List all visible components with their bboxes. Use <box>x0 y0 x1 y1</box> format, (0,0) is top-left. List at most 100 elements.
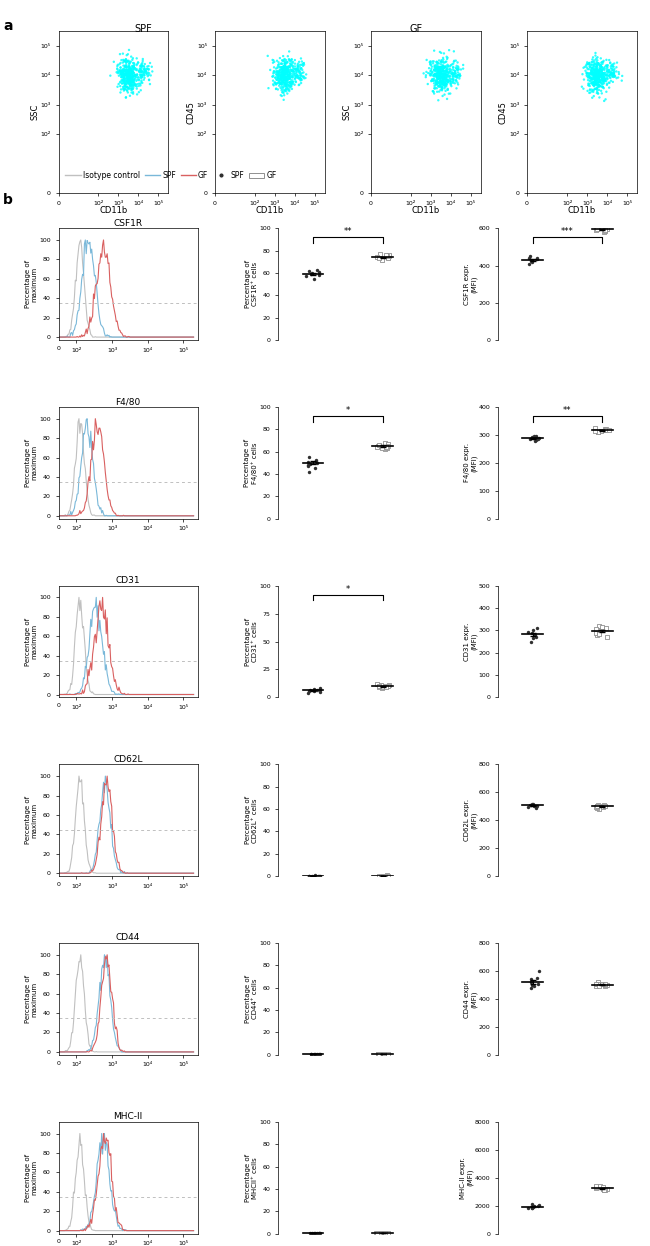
Point <box>122 70 133 90</box>
Point <box>437 56 448 76</box>
Point <box>117 74 127 93</box>
Point <box>436 67 446 87</box>
Point <box>601 66 611 86</box>
Point <box>125 65 135 85</box>
Point <box>118 65 129 85</box>
Point <box>437 57 448 77</box>
Point <box>124 74 135 93</box>
Point <box>432 67 443 87</box>
Point <box>437 51 448 71</box>
Point <box>441 61 452 81</box>
Point <box>277 62 287 82</box>
Point <box>112 64 123 83</box>
Point <box>279 67 289 87</box>
Point <box>597 70 608 90</box>
Point <box>296 74 306 93</box>
Point <box>592 52 602 72</box>
Point <box>607 66 618 86</box>
Point <box>288 61 298 81</box>
Point <box>452 60 463 80</box>
Point <box>278 57 288 77</box>
Point <box>278 72 289 92</box>
Point <box>437 74 447 93</box>
Point <box>526 250 536 270</box>
Point <box>439 72 449 92</box>
Point <box>291 62 302 82</box>
Point <box>437 64 447 83</box>
Point <box>588 64 598 83</box>
Point <box>136 67 147 87</box>
Point <box>129 59 139 78</box>
Point <box>125 69 135 88</box>
Point <box>597 77 608 97</box>
Point <box>122 60 133 80</box>
Point <box>288 72 298 92</box>
Point <box>287 67 298 87</box>
Y-axis label: CD45: CD45 <box>187 101 196 123</box>
Point <box>584 83 595 103</box>
Point <box>313 1044 324 1064</box>
Point <box>426 65 436 85</box>
Point <box>437 80 447 100</box>
Point <box>601 59 612 78</box>
Point <box>445 70 456 90</box>
Point <box>442 70 452 90</box>
Point <box>436 57 447 77</box>
Point <box>590 67 600 87</box>
Point <box>434 64 444 83</box>
Point <box>425 65 436 85</box>
Point <box>124 54 135 74</box>
Text: **: ** <box>343 227 352 237</box>
Point <box>382 245 392 265</box>
Point <box>586 60 597 80</box>
Point <box>140 61 150 81</box>
Point <box>432 64 442 83</box>
Point <box>595 61 606 81</box>
Point <box>426 52 436 72</box>
Point <box>280 70 290 90</box>
Point <box>276 57 287 77</box>
Point <box>124 66 135 86</box>
Point <box>283 75 293 95</box>
Point <box>280 59 291 78</box>
Point <box>284 57 294 77</box>
Point <box>453 75 463 95</box>
Point <box>590 71 600 91</box>
Point <box>595 76 605 96</box>
Point <box>125 59 136 78</box>
Point <box>585 80 595 100</box>
Point <box>593 65 604 85</box>
Point <box>591 65 601 85</box>
X-axis label: CD11b: CD11b <box>411 206 440 214</box>
Point <box>292 59 303 78</box>
Point <box>306 264 316 284</box>
Point <box>280 81 290 101</box>
Point <box>281 61 292 81</box>
Point <box>590 60 600 80</box>
Point <box>606 55 617 75</box>
Point <box>429 74 439 93</box>
Point <box>437 59 448 78</box>
Point <box>430 64 440 83</box>
Point <box>434 74 445 93</box>
Point <box>590 66 600 86</box>
Point <box>426 70 437 90</box>
Point <box>439 74 450 93</box>
Point <box>122 77 133 97</box>
Point <box>118 69 129 88</box>
Point <box>584 75 594 95</box>
Point <box>117 74 127 93</box>
Point <box>283 76 294 96</box>
Point <box>120 77 131 97</box>
Point <box>590 70 601 90</box>
Point <box>309 1224 319 1244</box>
Point <box>432 54 442 74</box>
Point <box>526 252 537 272</box>
Point <box>578 70 589 90</box>
Point <box>287 61 298 81</box>
Point <box>127 64 138 83</box>
Point <box>278 65 288 85</box>
Point <box>125 70 136 90</box>
Point <box>592 1176 602 1196</box>
Point <box>302 455 313 475</box>
